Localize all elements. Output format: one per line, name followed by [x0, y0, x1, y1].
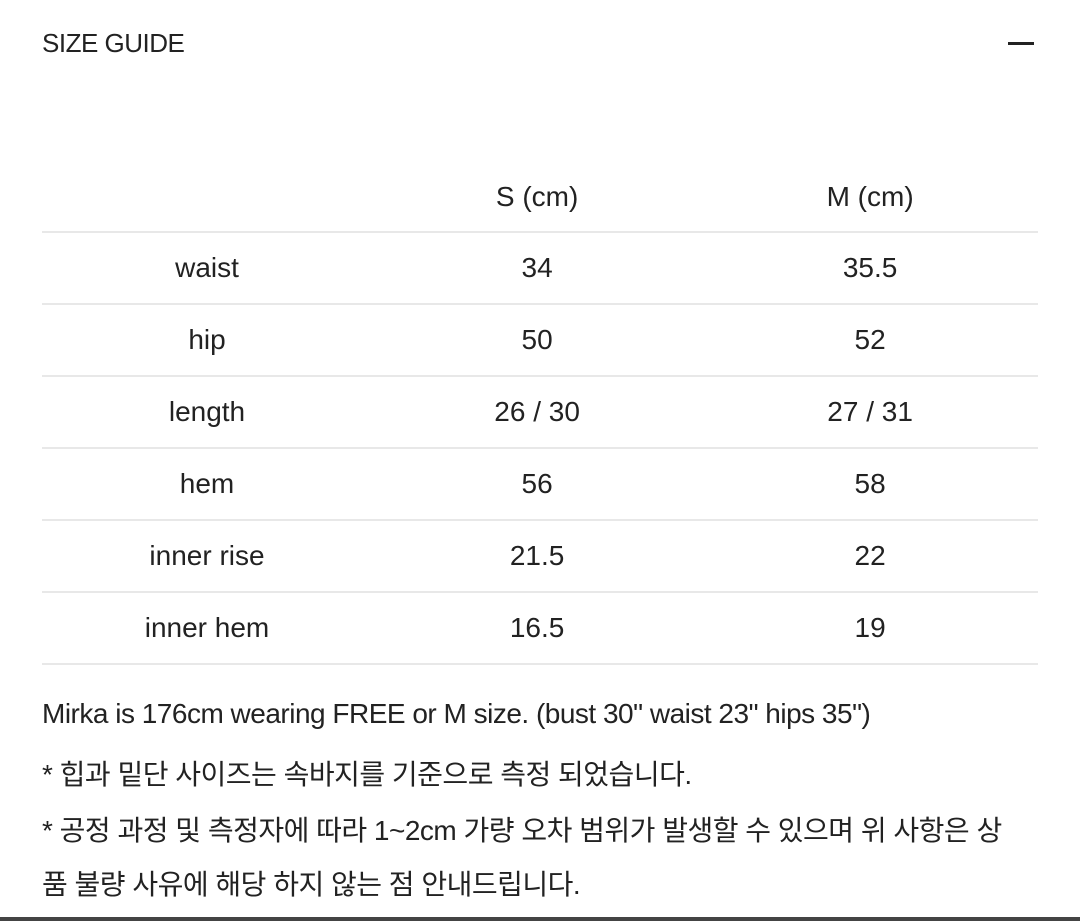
table-row: inner hem 16.5 19	[42, 592, 1038, 665]
size-table: S (cm) M (cm) waist 34 35.5 hip 50 52 length 26…	[42, 162, 1038, 665]
measurement-value: 27 / 31	[702, 376, 1038, 449]
model-info-note: Mirka is 176cm wearing FREE or M size. (…	[42, 698, 871, 729]
minus-icon[interactable]	[1008, 42, 1034, 45]
measurement-label: length	[42, 376, 372, 449]
measurement-note: * 힙과 밑단 사이즈는 속바지를 기준으로 측정 되었습니다.	[42, 759, 692, 790]
column-header: M (cm)	[702, 162, 1038, 233]
tolerance-note-line-1: * 공정 과정 및 측정자에 따라 1~2cm 가량 오차 범위가 발생할 수 …	[42, 815, 1002, 846]
measurement-value: 21.5	[372, 520, 703, 593]
measurement-label: inner rise	[42, 520, 372, 593]
tolerance-note-line-2: 품 불량 사유에 해당 하지 않는 점 안내드립니다.	[42, 869, 581, 900]
column-header	[42, 162, 372, 233]
measurement-label: hem	[42, 448, 372, 521]
size-guide-title: SIZE GUIDE	[42, 28, 185, 58]
measurement-value: 34	[372, 232, 703, 305]
measurement-value: 35.5	[702, 232, 1038, 305]
measurement-value: 56	[372, 448, 703, 521]
measurement-label: waist	[42, 232, 372, 305]
table-row: inner rise 21.5 22	[42, 520, 1038, 593]
measurement-value: 50	[372, 304, 703, 377]
measurement-label: hip	[42, 304, 372, 377]
measurement-value: 19	[702, 592, 1038, 665]
measurement-value: 22	[702, 520, 1038, 593]
divider	[0, 917, 1080, 921]
column-header: S (cm)	[372, 162, 703, 233]
table-row: waist 34 35.5	[42, 232, 1038, 305]
measurement-value: 52	[702, 304, 1038, 377]
measurement-value: 16.5	[372, 592, 703, 665]
table-header-row: S (cm) M (cm)	[42, 162, 1038, 233]
table-row: length 26 / 30 27 / 31	[42, 376, 1038, 449]
measurement-value: 26 / 30	[372, 376, 703, 449]
measurement-label: inner hem	[42, 592, 372, 665]
table-row: hem 56 58	[42, 448, 1038, 521]
measurement-value: 58	[702, 448, 1038, 521]
table-row: hip 50 52	[42, 304, 1038, 377]
